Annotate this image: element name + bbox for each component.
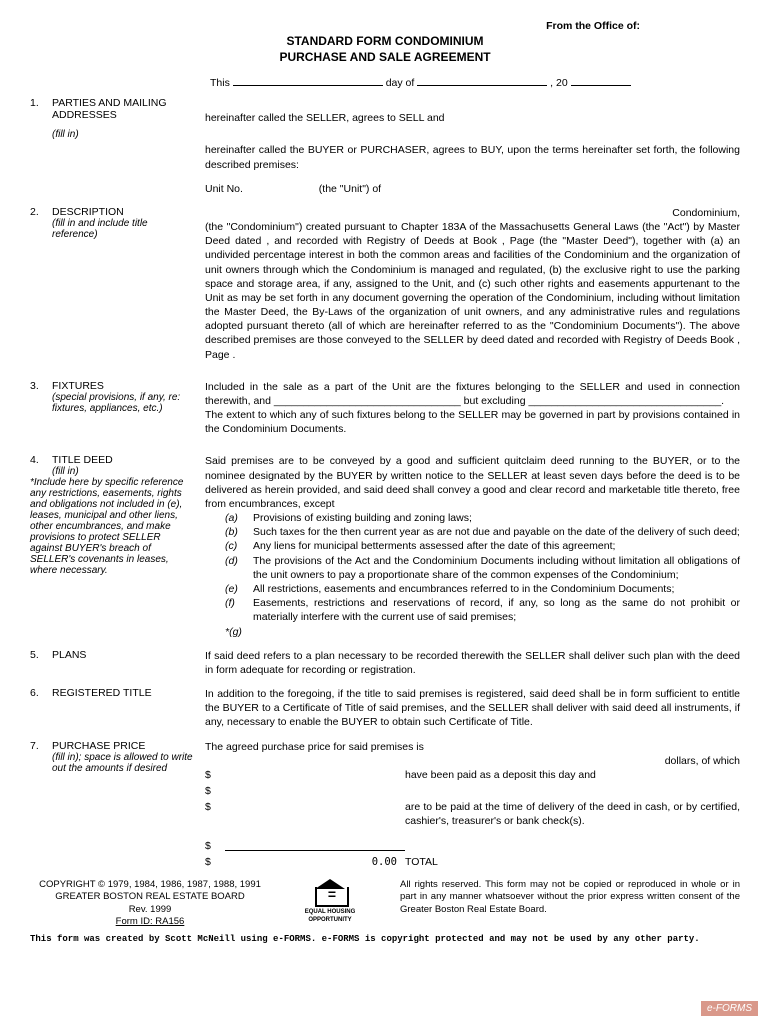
s4-ft: Easements, restrictions and reservations… (253, 596, 740, 624)
s1-label: PARTIES AND MAILING ADDRESSES (52, 97, 195, 121)
section-plans: 5. PLANS If said deed refers to a plan n… (30, 649, 740, 677)
total-label: TOTAL (405, 855, 740, 869)
s4-ct: Any liens for municipal betterments asse… (253, 539, 740, 553)
s3-sub: (special provisions, if any, re: fixture… (52, 392, 195, 414)
revision: Rev. 1999 (30, 904, 270, 916)
s1-seller: hereinafter called the SELLER, agrees to… (205, 111, 740, 125)
dollar-sign-4: $ (205, 839, 225, 853)
deposit-desc: have been paid as a deposit this day and (405, 768, 740, 782)
copyright: COPYRIGHT © 1979, 1984, 1986, 1987, 1988… (30, 879, 270, 891)
s1-num: 1. (30, 97, 52, 121)
s3-line1: Included in the sale as a part of the Un… (205, 380, 740, 408)
s7-label: PURCHASE PRICE (52, 740, 195, 752)
s4-label: TITLE DEED (52, 454, 195, 466)
s3-label: FIXTURES (52, 380, 195, 392)
rights-text: All rights reserved. This form may not b… (390, 879, 740, 916)
s7-dollars: dollars, of which (205, 754, 740, 768)
s4-c: (c) (225, 539, 253, 553)
s7-num: 7. (30, 740, 52, 752)
s4-e: (e) (225, 582, 253, 596)
date-this: This (210, 77, 230, 89)
s4-num: 4. (30, 454, 52, 466)
s2-label: DESCRIPTION (52, 206, 195, 218)
s5-num: 5. (30, 649, 52, 661)
header-office: From the Office of: (30, 20, 740, 32)
s4-intro: Said premises are to be conveyed by a go… (205, 454, 740, 511)
equal-housing-icon: EQUAL HOUSING OPPORTUNITY (305, 879, 356, 923)
amount-2[interactable] (225, 784, 405, 798)
s6-num: 6. (30, 687, 52, 699)
section-title-deed: 4. TITLE DEED (fill in) *Include here by… (30, 454, 740, 638)
date-line: This day of , 20 (210, 77, 740, 89)
document-title: STANDARD FORM CONDOMINIUM PURCHASE AND S… (30, 34, 740, 65)
eho-text2: OPPORTUNITY (305, 917, 356, 923)
deposit-amount[interactable] (225, 768, 405, 782)
dollar-sign-1: $ (205, 768, 225, 782)
amount-4[interactable] (225, 839, 405, 851)
s4-at: Provisions of existing building and zoni… (253, 511, 740, 525)
s5-label: PLANS (52, 649, 195, 661)
board-name: GREATER BOSTON REAL ESTATE BOARD (30, 891, 270, 903)
form-id: Form ID: RA156 (30, 916, 270, 928)
amount-3[interactable] (225, 800, 405, 828)
s1-sub: (fill in) (52, 129, 195, 140)
unit-no-label: Unit No. (205, 183, 243, 195)
dollar-sign-2: $ (205, 784, 225, 798)
s5-body: If said deed refers to a plan necessary … (205, 649, 740, 677)
s4-f: (f) (225, 596, 253, 624)
s4-et: All restrictions, easements and encumbra… (253, 582, 740, 596)
dollar-sign-3: $ (205, 800, 225, 828)
section-fixtures: 3. FIXTURES (special provisions, if any,… (30, 380, 740, 437)
s2-condo: Condominium, (205, 206, 740, 220)
date-dayof: day of (386, 77, 415, 89)
s4-g: *(g) (225, 625, 253, 639)
date-year: , 20 (550, 77, 568, 89)
s6-body: In addition to the foregoing, if the tit… (205, 687, 740, 730)
s4-a: (a) (225, 511, 253, 525)
s4-sub2: *Include here by specific reference any … (30, 477, 195, 576)
eho-text1: EQUAL HOUSING (305, 909, 356, 915)
title-line1: STANDARD FORM CONDOMINIUM (30, 34, 740, 50)
s2-sub: (fill in and include title reference) (52, 218, 195, 240)
s4-dt: The provisions of the Act and the Condom… (253, 554, 740, 582)
footer: COPYRIGHT © 1979, 1984, 1986, 1987, 1988… (30, 879, 740, 928)
s3-line2: The extent to which any of such fixtures… (205, 408, 740, 436)
s6-label: REGISTERED TITLE (52, 687, 195, 699)
eforms-badge: e-FORMS (701, 1001, 758, 1016)
delivery-desc: are to be paid at the time of delivery o… (405, 800, 740, 828)
s4-gt (253, 625, 740, 639)
total-value: 0.00 (225, 855, 405, 869)
section-description: 2. DESCRIPTION (fill in and include titl… (30, 206, 740, 362)
s4-sub1: (fill in) (52, 466, 195, 477)
watermark: This form was created by Scott McNeill u… (30, 934, 740, 944)
s4-b: (b) (225, 525, 253, 539)
s1-buyer: hereinafter called the BUYER or PURCHASE… (205, 143, 740, 171)
section-parties: 1. PARTIES AND MAILING ADDRESSES (fill i… (30, 97, 740, 196)
title-line2: PURCHASE AND SALE AGREEMENT (30, 50, 740, 66)
s4-d: (d) (225, 554, 253, 582)
s1-unit: Unit No. (the "Unit") of (205, 182, 740, 196)
section-purchase-price: 7. PURCHASE PRICE (fill in); space is al… (30, 740, 740, 871)
s2-body: (the "Condominium") created pursuant to … (205, 220, 740, 362)
section-registered-title: 6. REGISTERED TITLE In addition to the f… (30, 687, 740, 730)
s7-intro: The agreed purchase price for said premi… (205, 740, 740, 754)
s4-bt: Such taxes for the then current year as … (253, 525, 740, 539)
unit-of-label: (the "Unit") of (319, 183, 381, 195)
dollar-sign-5: $ (205, 855, 225, 869)
s3-num: 3. (30, 380, 52, 392)
s7-sub: (fill in); space is allowed to write out… (52, 752, 195, 774)
s2-num: 2. (30, 206, 52, 218)
